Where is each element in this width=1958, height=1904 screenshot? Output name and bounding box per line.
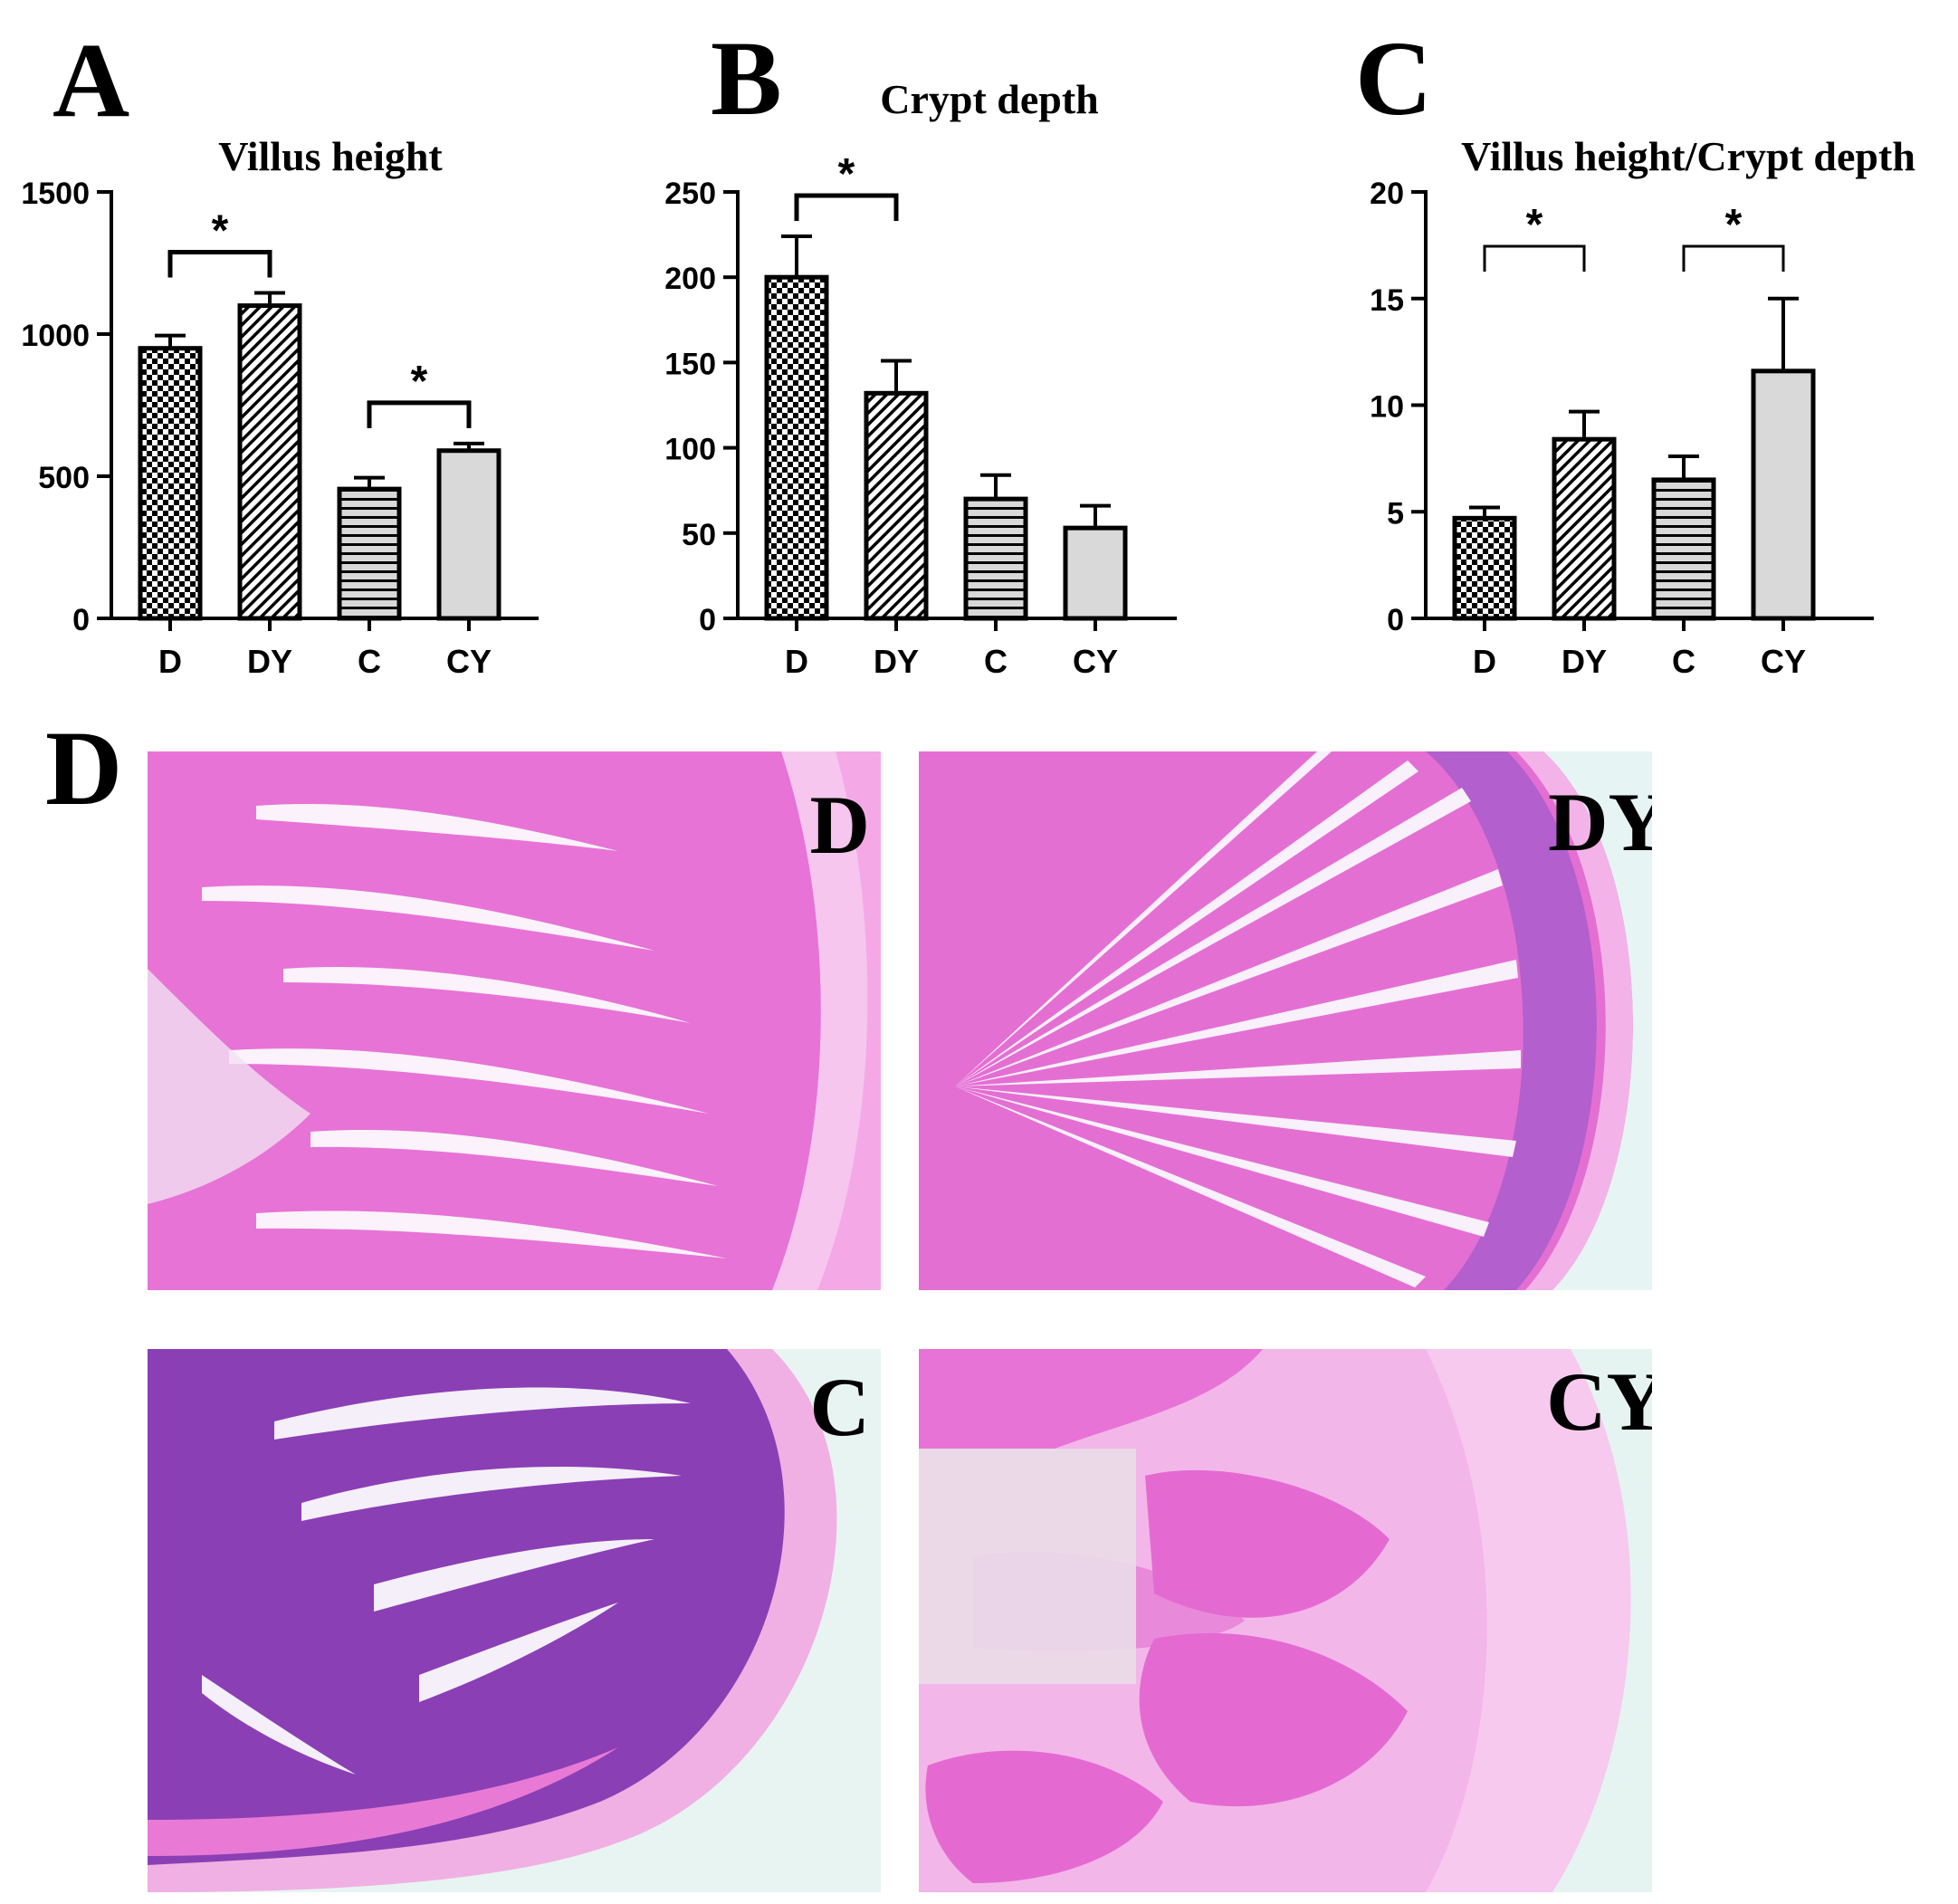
bar	[764, 274, 829, 621]
panel-letter-d: D	[45, 709, 123, 828]
y-tick-label: 50	[682, 518, 716, 552]
chart-title: Villus height/Crypt depth	[1461, 133, 1915, 179]
chart-title: Crypt depth	[880, 76, 1099, 122]
bar	[237, 303, 302, 621]
bar	[337, 486, 402, 621]
y-tick-label: 0	[699, 603, 716, 637]
micrograph-dy: DY	[919, 751, 1652, 1290]
micrograph-label-cy: CY	[1546, 1355, 1652, 1448]
bar	[1751, 368, 1816, 621]
bar	[436, 448, 501, 621]
significance-bracket	[1682, 244, 1785, 272]
x-tick-label: D	[1473, 643, 1496, 680]
micrograph-label-d: D	[809, 779, 870, 871]
y-tick-label: 0	[1387, 603, 1404, 637]
y-tick-label: 250	[664, 177, 716, 211]
x-tick-label: C	[984, 643, 1008, 680]
x-tick-label: DY	[247, 643, 292, 680]
bar	[138, 346, 203, 621]
significance-bracket	[1483, 244, 1586, 272]
y-tick-label: 0	[72, 603, 90, 637]
y-tick-label: 150	[664, 347, 716, 381]
y-tick-label: 10	[1370, 390, 1404, 425]
significance-bracket	[367, 400, 472, 428]
bar	[963, 496, 1028, 621]
significance-star: *	[1526, 201, 1543, 249]
bar	[1651, 477, 1716, 621]
y-tick-label: 20	[1370, 177, 1404, 211]
x-tick-label: DY	[874, 643, 919, 680]
micrograph-cy: CY	[919, 1349, 1652, 1892]
significance-bracket	[167, 249, 272, 278]
chart-title: Villus height	[218, 133, 443, 179]
x-tick-label: C	[1672, 643, 1695, 680]
bar	[1063, 525, 1128, 621]
chart-crypt-depth: Crypt depth 0 50 100 150 200 250 D DY C CY *	[664, 76, 1177, 680]
x-tick-label: CY	[1761, 643, 1806, 680]
significance-star: *	[411, 358, 428, 406]
micrograph-c: C	[148, 1349, 881, 1892]
x-tick-label: CY	[1073, 643, 1118, 680]
y-tick-label: 15	[1370, 283, 1404, 318]
micrograph-d: D	[148, 751, 881, 1290]
chart-villus-crypt-ratio: Villus height/Crypt depth 0 5 10 15 20 D DY C CY *…	[1370, 133, 1915, 680]
panel-letter-c: C	[1355, 19, 1433, 138]
x-tick-label: D	[785, 643, 808, 680]
micrograph-label-dy: DY	[1548, 776, 1652, 868]
panel-letter-a: A	[53, 21, 130, 139]
bar	[864, 390, 929, 621]
significance-star: *	[212, 206, 229, 254]
chart-villus-height: Villus height 0 500 1000 1500 D DY C CY * *	[21, 133, 539, 680]
x-tick-label: DY	[1562, 643, 1607, 680]
bar	[1552, 436, 1617, 621]
x-tick-label: CY	[446, 643, 492, 680]
bar	[1452, 515, 1517, 621]
y-tick-label: 5	[1387, 496, 1404, 531]
significance-star: *	[838, 150, 855, 198]
y-tick-label: 100	[664, 433, 716, 467]
y-tick-label: 200	[664, 262, 716, 296]
y-tick-label: 1000	[21, 319, 90, 353]
x-tick-label: D	[158, 643, 182, 680]
micrograph-label-c: C	[809, 1361, 870, 1453]
y-tick-label: 500	[38, 461, 90, 495]
y-tick-label: 1500	[21, 177, 90, 211]
significance-bracket	[794, 193, 899, 221]
significance-star: *	[1725, 201, 1743, 249]
x-tick-label: C	[358, 643, 381, 680]
panel-letter-b: B	[711, 19, 782, 138]
